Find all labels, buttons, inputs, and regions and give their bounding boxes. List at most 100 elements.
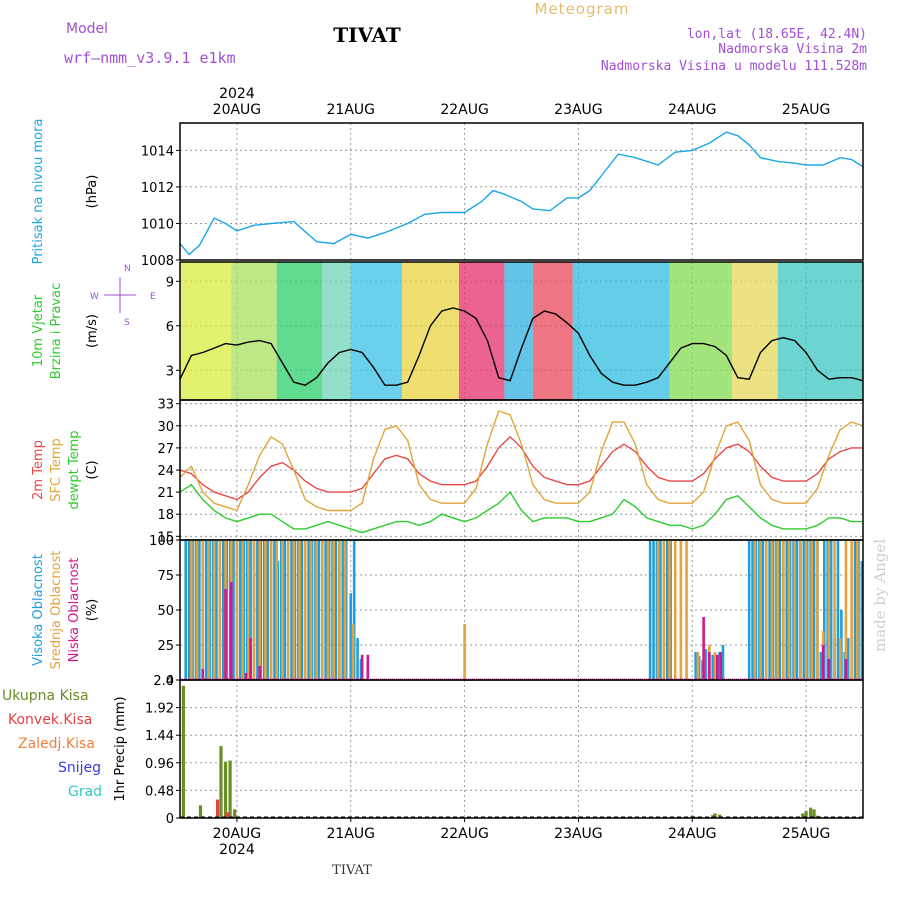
series-bar [659,540,662,680]
series-bar [249,540,252,680]
series-bar [212,540,216,680]
series-bar [715,654,719,680]
series-bar [673,540,677,680]
series-bar [266,540,269,680]
series-bar [778,540,782,680]
series-bar [215,799,220,818]
series-bar [195,540,199,680]
series-bar [309,540,313,680]
panel-ylabel: Visoka Oblacnost [31,554,46,666]
series-line [179,131,864,256]
wind-barb-band [231,262,277,400]
series-bar [844,540,848,680]
model-height-label: Nadmorska Visina u modelu 111.528m [601,59,867,74]
series-bar [827,659,831,680]
series-bar [258,540,261,680]
panel-unit-label: (m/s) [85,314,100,348]
y-tick-label: 33 [157,398,174,413]
y-tick-label: 2.4 [153,674,174,689]
x-tick-label-bottom: 20AUG [213,826,262,842]
series-bar [281,540,284,680]
series-bar [804,811,808,818]
y-tick-label: 1.44 [145,729,174,744]
panel-ylabel: Brzina i Pravac [49,283,64,380]
series-bar [652,540,655,680]
panel-clouds: 0 25 50 75 100 Visoka Oblacnost Srednja Oblacn… [31,534,864,689]
series-bar [201,540,205,680]
panel-unit-label: (C) [85,460,100,479]
model-value: wrf—nmm_v3.9.1 e1km [64,49,236,67]
series-bar [846,638,850,680]
wind-barb-band [458,262,505,400]
y-tick-label: 50 [157,604,174,619]
x-tick-label-top: 20AUG [213,102,262,118]
series-bar [292,540,296,680]
panel-ylabel: dewpt Temp [67,430,82,509]
x-tick-label-bottom: 24AUG [668,826,717,842]
panel-unit-label: (hPa) [85,175,100,209]
series-bar [187,540,191,680]
panel-pressure: 1008 1010 1012 1014 Pritisak na nivou mora (h… [31,119,864,269]
panels: 1008 1010 1012 1014 Pritisak na nivou mora (h… [2,86,864,858]
series-bar [668,540,671,680]
y-tick-label: 75 [157,569,174,584]
series-bar [816,540,819,680]
panel-ylabel: 10m Vjetar [31,294,46,367]
wind-barb-band [777,262,863,400]
series-bar [787,540,791,680]
precip-legend-item: Konvek.Kisa [8,712,92,728]
series-bar [802,540,806,680]
y-tick-label: 25 [157,639,174,654]
series-bar [300,540,304,680]
height-label: Nadmorska Visina 2m [718,42,867,57]
series-bar [244,673,248,680]
series-bar [759,540,762,680]
series-bar [352,540,356,680]
series-bar [764,540,768,680]
y-tick-label: 0.48 [145,784,174,799]
series-bar [719,652,723,680]
series-bar [228,760,232,818]
series-bar [366,654,370,680]
precip-legend-item: Zaledj.Kisa [18,736,95,752]
series-bar [256,540,259,680]
series-bar [656,540,660,680]
coords-label: lon,lat (18.65E, 42.4N) [687,27,867,42]
series-bar [303,540,307,680]
x-year-label-top: 2024 [219,86,255,102]
series-bar [356,638,359,680]
panel-wind: 3 6 9 10m Vjetar Brzina i Pravac (m/s) W E N S [31,261,864,401]
series-bar [836,540,840,680]
series-bar [776,540,779,680]
series-bar [711,654,715,680]
y-tick-label: 1014 [141,144,174,159]
wind-barb-band [732,262,778,400]
series-bar [721,645,725,680]
y-tick-label: 3 [166,364,174,379]
y-tick-label: 24 [157,464,174,479]
series-bar [804,540,808,680]
y-tick-label: 9 [166,275,174,290]
wind-barb-band [401,262,459,400]
series-bar [770,540,774,680]
series-bar [221,540,225,680]
compass-south-label: S [124,318,130,328]
x-tick-label-bottom: 21AUG [327,826,376,842]
series-bar [332,540,335,680]
series-bar [713,813,717,818]
series-bar [819,652,823,680]
x-tick-label-top: 24AUG [668,102,717,118]
y-tick-label: 0 [166,674,174,689]
series-bar [844,659,848,680]
series-bar [685,540,688,680]
panel-temperature: 15 18 21 24 27 30 33 2m Temp SFC Temp dewpt Temp(… [31,398,864,545]
series-bar [219,746,223,818]
series-bar [341,540,345,680]
wind-barb-band [350,262,402,400]
series-bar [799,540,802,680]
panel-ylabel: Srednja Oblacnost [49,551,64,670]
series-bar [252,540,256,680]
series-bar [215,540,218,680]
panel-ylabel: Niska Oblacnost [67,558,82,663]
series-bar [827,540,831,680]
